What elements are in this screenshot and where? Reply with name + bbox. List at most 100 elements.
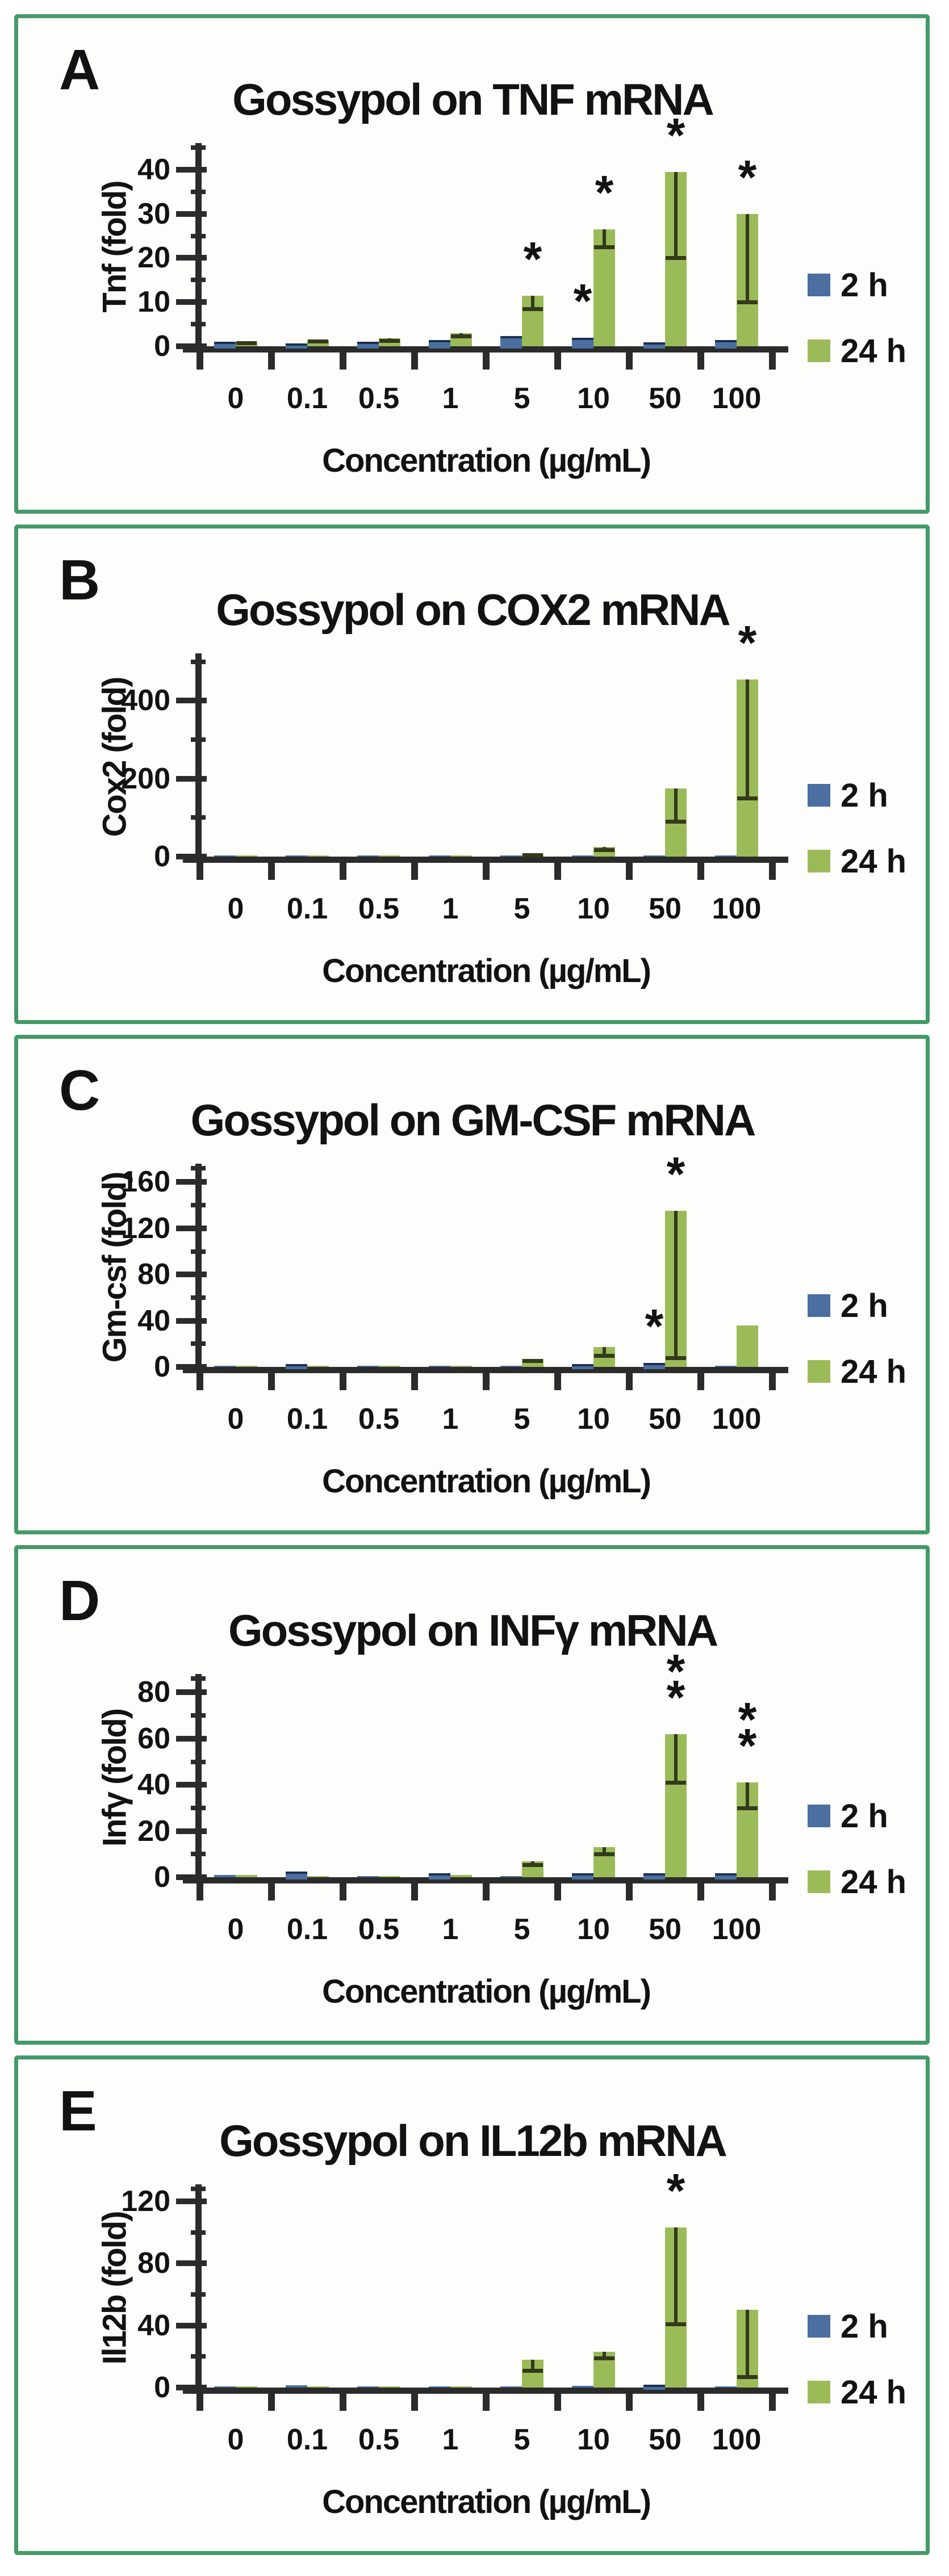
y-major-tick: [176, 1318, 207, 1324]
legend-swatch-2h: [808, 1805, 830, 1827]
x-category-label: 0.1: [286, 892, 328, 925]
y-major-tick: [176, 2198, 207, 2204]
x-tick: [340, 2394, 346, 2411]
error-bar-cap: [737, 1806, 758, 1810]
x-tick: [626, 2394, 633, 2411]
y-major-tick: [176, 854, 207, 859]
x-tick: [411, 2394, 418, 2411]
x-category-label: 100: [712, 2423, 762, 2456]
x-category-label: 0.1: [286, 2423, 328, 2456]
x-axis-line: [183, 857, 788, 863]
y-tick-label: 40: [137, 1304, 170, 1337]
error-bar: [603, 2352, 606, 2359]
x-category-label: 1: [442, 1913, 459, 1946]
chart-title: Gossypol on GM-CSF mRNA: [190, 1095, 756, 1145]
significance-star: **: [738, 1693, 757, 1773]
x-tick: [554, 1883, 561, 1900]
x-category-label: 1: [442, 892, 459, 925]
bar-24h: [450, 855, 472, 857]
x-category-label: 10: [577, 382, 610, 415]
x-category-label: 0.1: [286, 1913, 328, 1946]
y-minor-tick: [191, 659, 206, 664]
y-minor-tick: [191, 2354, 206, 2359]
bar-2h: [643, 1873, 665, 1879]
x-axis-title: Concentration (µg/mL): [322, 442, 651, 479]
x-category-label: 0.1: [286, 1403, 328, 1436]
error-bar: [674, 1211, 678, 1358]
panel-c: C Gossypol on GM-CSF mRNA Gm-csf (fold) 0 40…: [14, 1035, 930, 1534]
y-major-tick: [176, 211, 207, 217]
error-bar-cap: [236, 341, 257, 345]
y-tick-label: 20: [137, 1814, 170, 1848]
x-tick: [769, 2394, 776, 2411]
legend-swatch-24h: [808, 2381, 830, 2403]
error-bar: [603, 229, 606, 247]
bar-2h: [643, 2384, 665, 2390]
y-tick-label: 10: [137, 286, 170, 319]
y-minor-tick: [191, 322, 206, 327]
panel-b: B Gossypol on COX2 mRNA Cox2 (fold) 0 200 400…: [14, 525, 930, 1024]
y-minor-tick: [191, 815, 206, 820]
y-tick-label: 80: [137, 1676, 170, 1709]
bar-24h: [236, 855, 257, 857]
legend-swatch-2h: [808, 784, 830, 807]
error-bar-cap: [522, 853, 543, 857]
bar-2h: [286, 343, 307, 349]
bar-2h: [572, 1363, 593, 1369]
x-category-label: 1: [442, 1403, 459, 1436]
legend-label-24h: 24 h: [841, 1864, 907, 1900]
error-bar: [531, 295, 534, 309]
panel-inner: B Gossypol on COX2 mRNA Cox2 (fold) 0 200 400…: [18, 528, 926, 1020]
bar-24h: [379, 1366, 400, 1367]
error-bar: [531, 2359, 534, 2371]
panel-inner: D Gossypol on INFγ mRNA Infγ (fold) 0 20 40 60…: [18, 1549, 926, 2041]
y-tick-label: 200: [121, 762, 170, 795]
y-minor-tick: [191, 1759, 206, 1764]
x-tick: [697, 1883, 704, 1900]
bar-2h: [572, 855, 593, 857]
bar-24h: [379, 1876, 400, 1877]
bar-2h: [572, 338, 593, 349]
bar-2h: [214, 855, 236, 857]
bar-2h: [357, 1366, 379, 1367]
x-tick: [340, 1373, 346, 1390]
significance-star: *: [666, 2164, 685, 2218]
bar-24h: [307, 1876, 329, 1877]
y-minor-tick: [191, 1713, 206, 1718]
significance-star: *: [523, 232, 542, 286]
bar-2h: [643, 1362, 665, 1369]
bar-2h: [286, 1871, 307, 1879]
x-tick: [697, 1373, 704, 1390]
panel-e: E Gossypol on IL12b mRNA Il12b (fold) 0 40 80…: [14, 2055, 930, 2555]
y-major-tick: [176, 1735, 207, 1742]
y-major-tick: [176, 1364, 207, 1370]
y-tick-label: 40: [137, 1768, 170, 1802]
bar-24h: [236, 1366, 257, 1367]
error-bar-cap: [594, 848, 614, 853]
y-major-tick: [176, 2322, 207, 2329]
y-minor-tick: [191, 233, 206, 238]
bar-2h: [500, 1876, 522, 1877]
chart-title: Gossypol on IL12b mRNA: [219, 2116, 728, 2166]
chart-title: Gossypol on COX2 mRNA: [216, 585, 730, 635]
y-tick-label: 0: [154, 330, 170, 363]
panel-inner: E Gossypol on IL12b mRNA Il12b (fold) 0 40 80…: [18, 2059, 926, 2551]
x-tick: [626, 863, 633, 880]
y-minor-tick: [191, 1166, 206, 1170]
bar-24h: [379, 2386, 400, 2388]
y-minor-tick: [191, 1203, 206, 1208]
y-major-tick: [176, 1828, 207, 1834]
error-bar-cap: [379, 338, 400, 343]
legend-swatch-24h: [808, 850, 830, 872]
error-bar-cap: [594, 1353, 614, 1358]
bar-2h: [572, 1873, 593, 1879]
y-major-tick: [176, 1272, 207, 1278]
bar-24h: [737, 1325, 758, 1367]
x-tick: [769, 353, 776, 370]
y-minor-tick: [191, 737, 206, 742]
bar-2h: [715, 1873, 737, 1879]
y-major-tick: [176, 255, 207, 261]
panel-letter: B: [59, 548, 100, 612]
x-tick: [483, 1373, 490, 1390]
x-tick: [340, 353, 346, 370]
